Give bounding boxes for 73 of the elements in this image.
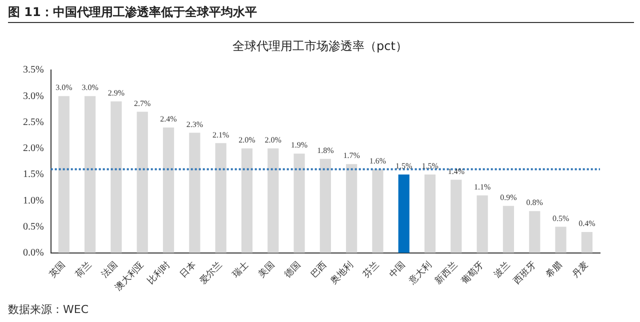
data-label: 2.0% [264, 135, 282, 144]
bar [162, 127, 174, 253]
bar [136, 112, 148, 253]
data-label: 1.7% [343, 151, 360, 160]
x-tick-label: 英国 [47, 260, 68, 280]
bar [58, 96, 70, 253]
data-label: 3.0% [56, 83, 73, 92]
x-tick-label: 西班牙 [512, 260, 538, 287]
x-tick-label: 希腊 [544, 260, 565, 280]
data-label: 2.7% [134, 98, 152, 108]
y-tick-label: 2.5% [22, 116, 44, 128]
data-label: 1.5% [422, 162, 439, 171]
bar [215, 143, 226, 253]
data-label: 2.0% [238, 135, 256, 144]
y-tick-label: 0.0% [22, 248, 44, 259]
data-label: 2.3% [186, 120, 204, 129]
y-tick-label: 1.0% [22, 195, 44, 206]
x-tick-label: 德国 [282, 260, 304, 280]
x-tick-label: 比利时 [145, 260, 172, 287]
data-label: 1.9% [290, 140, 308, 150]
x-tick-label: 新西兰 [433, 260, 460, 287]
bar [372, 169, 384, 253]
y-tick-label: 3.5% [22, 64, 44, 76]
x-tick-label: 法国 [99, 260, 120, 280]
bar [502, 206, 514, 253]
bar [294, 154, 305, 253]
x-tick-label: 丹麦 [570, 260, 591, 280]
data-label: 2.9% [108, 88, 125, 98]
x-tick-label: 荷兰 [73, 260, 94, 280]
x-tick-label: 美国 [256, 260, 277, 280]
data-label: 1.5% [396, 162, 413, 171]
bar [241, 148, 253, 253]
data-label: 2.1% [212, 130, 230, 140]
data-label: 0.5% [552, 214, 570, 223]
bar [110, 101, 122, 253]
bar [320, 158, 331, 253]
data-label: 1.8% [317, 146, 334, 155]
bar [529, 211, 540, 253]
x-tick-label: 瑞士 [230, 260, 251, 280]
x-tick-label: 巴西 [309, 260, 330, 280]
x-tick-label: 芬兰 [360, 260, 382, 280]
x-tick-label: 奥地利 [328, 260, 356, 287]
bar [189, 132, 200, 253]
data-label: 0.9% [500, 192, 518, 202]
x-tick-label: 波兰 [492, 260, 512, 280]
data-label: 1.4% [448, 166, 465, 176]
bar [268, 148, 279, 253]
data-label: 2.4% [160, 114, 178, 124]
y-tick-label: 1.5% [22, 169, 44, 180]
y-tick-label: 2.0% [22, 143, 44, 154]
bar [84, 96, 96, 253]
data-label: 1.1% [474, 182, 491, 192]
data-label: 0.4% [578, 219, 596, 228]
chart-subtitle: 图 11：中国代理用工渗透率低于全球平均水平 [8, 4, 257, 21]
bar [398, 174, 410, 253]
source-note: 数据来源：WEC [8, 302, 89, 317]
y-tick-label: 0.5% [22, 221, 44, 232]
data-label: 0.8% [526, 198, 544, 208]
x-tick-label: 爱尔兰 [198, 260, 225, 287]
bar [555, 226, 566, 253]
x-tick-label: 中国 [387, 260, 408, 280]
x-tick-label: 葡萄牙 [459, 260, 486, 287]
bar [424, 174, 436, 253]
x-tick-label: 日本 [178, 260, 198, 280]
bar [476, 195, 488, 253]
bar [450, 180, 462, 253]
y-tick-label: 3.0% [22, 90, 44, 102]
chart-title: 全球代理用工市场渗透率（pct） [232, 38, 408, 55]
bar [346, 164, 358, 253]
data-label: 3.0% [82, 83, 99, 92]
bar [581, 232, 592, 253]
x-tick-label: 意大利 [406, 260, 434, 288]
data-label: 1.6% [369, 156, 386, 166]
